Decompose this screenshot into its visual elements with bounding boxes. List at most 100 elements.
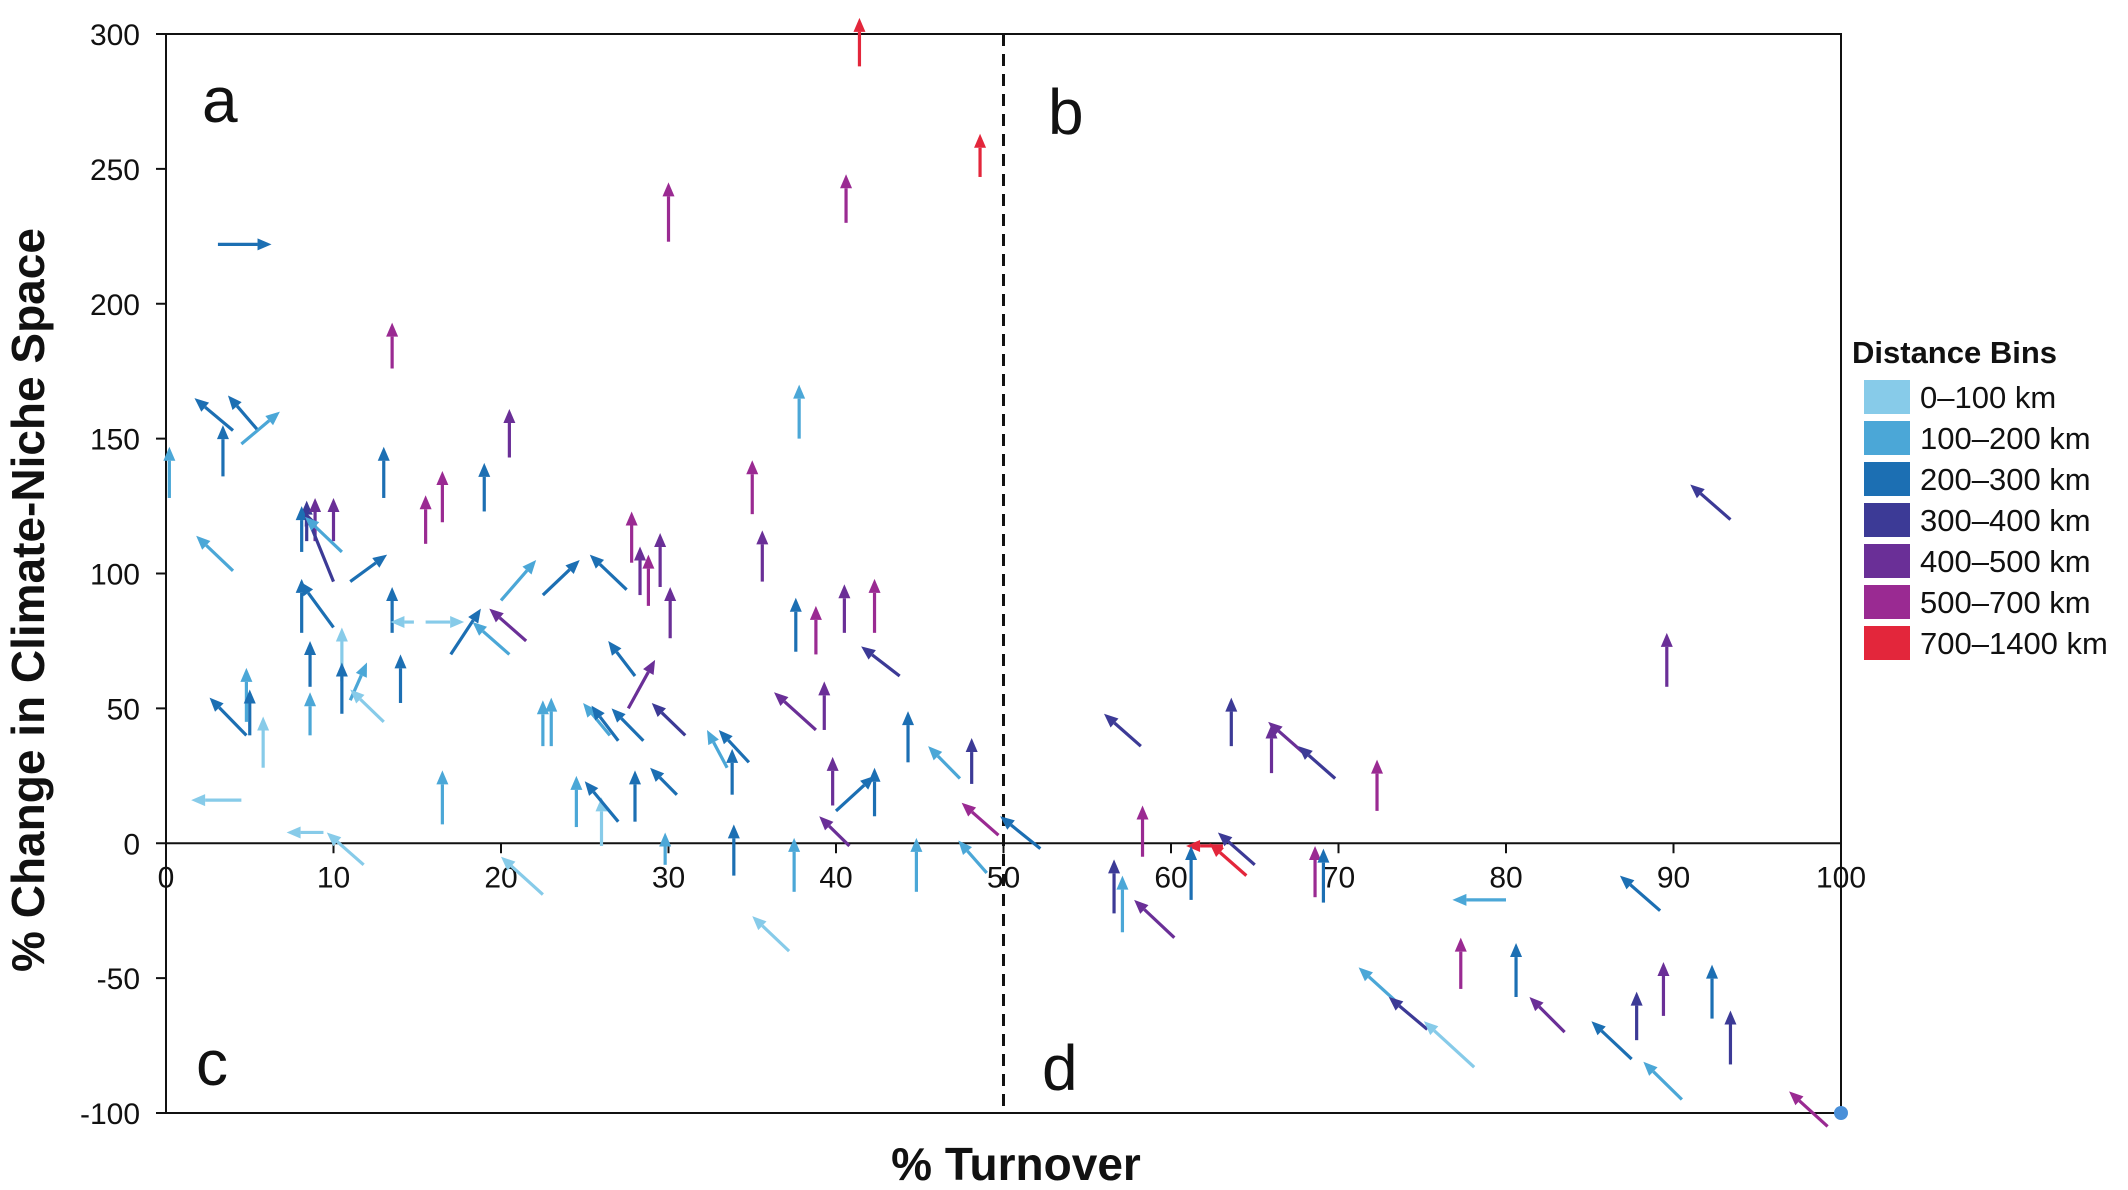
x-tick-label: 0 bbox=[158, 861, 175, 894]
arrow-mark bbox=[1136, 805, 1149, 857]
arrow-mark bbox=[304, 692, 317, 736]
axis-lines bbox=[166, 34, 1841, 1113]
arrow-mark bbox=[910, 837, 923, 892]
arrow-mark bbox=[928, 746, 962, 780]
y-tick-label: 50 bbox=[107, 693, 140, 726]
x-tick-label: 50 bbox=[987, 861, 1020, 894]
arrow-mark bbox=[295, 506, 308, 552]
arrow-mark bbox=[305, 516, 343, 554]
x-tick-label: 60 bbox=[1154, 861, 1187, 894]
arrow-mark bbox=[1388, 997, 1429, 1031]
arrow-mark bbox=[194, 398, 235, 432]
x-tick-label: 40 bbox=[819, 861, 852, 894]
arrow-mark bbox=[611, 708, 645, 742]
arrow-mark bbox=[659, 832, 672, 865]
legend-title: Distance Bins bbox=[1852, 335, 2057, 370]
arrow-mark bbox=[436, 470, 449, 523]
arrow-mark bbox=[902, 711, 915, 763]
arrow-mark bbox=[1358, 967, 1399, 1004]
arrow-mark bbox=[304, 640, 317, 687]
arrow-mark bbox=[626, 659, 656, 710]
arrow-mark bbox=[625, 511, 638, 563]
arrow-mark bbox=[1371, 759, 1384, 811]
arrow-mark bbox=[591, 705, 620, 742]
y-tick-label: 250 bbox=[90, 154, 140, 187]
arrow-mark bbox=[1104, 713, 1142, 748]
arrow-mark bbox=[718, 729, 751, 764]
arrow-mark bbox=[1108, 859, 1121, 914]
arrow-mark bbox=[1317, 848, 1330, 903]
y-tick-label: 0 bbox=[123, 828, 140, 861]
arrow-mark bbox=[826, 756, 839, 806]
arrow-mark bbox=[1209, 843, 1248, 877]
arrow-mark bbox=[335, 662, 348, 714]
arrow-mark bbox=[300, 581, 335, 629]
arrow-mark bbox=[818, 681, 831, 730]
x-tick-label: 100 bbox=[1816, 861, 1866, 894]
arrow-mark bbox=[1000, 816, 1042, 850]
arrow-mark bbox=[584, 781, 620, 823]
arrow-mark bbox=[196, 535, 235, 572]
arrow-mark bbox=[1452, 893, 1506, 906]
y-tick-label: -50 bbox=[97, 963, 140, 996]
arrow-mark bbox=[608, 640, 637, 677]
quadrant-label-c: c bbox=[196, 1027, 228, 1099]
arrow-mark bbox=[642, 554, 655, 606]
legend-item-label: 0–100 km bbox=[1920, 380, 2056, 415]
arrow-mark bbox=[327, 497, 340, 542]
arrow-mark bbox=[1225, 697, 1238, 747]
arrow-mark bbox=[1591, 1021, 1633, 1061]
arrow-mark bbox=[1185, 845, 1198, 900]
legend-swatch bbox=[1864, 380, 1910, 414]
arrow-mark bbox=[662, 182, 675, 242]
x-tick-label: 70 bbox=[1322, 861, 1355, 894]
legend-swatch bbox=[1864, 503, 1910, 537]
point-mark bbox=[1834, 1106, 1848, 1120]
legend-item-label: 200–300 km bbox=[1920, 462, 2091, 497]
arrow-mark bbox=[478, 462, 491, 512]
arrow-mark bbox=[809, 605, 822, 655]
y-tick-label: 300 bbox=[90, 19, 140, 52]
arrow-mark bbox=[589, 554, 628, 591]
arrow-mark bbox=[436, 770, 449, 825]
arrow-mark bbox=[1309, 845, 1322, 898]
arrow-mark bbox=[726, 748, 739, 795]
arrow-mark bbox=[727, 824, 740, 876]
legend-swatch bbox=[1864, 544, 1910, 578]
arrow-mark bbox=[425, 616, 465, 629]
y-axis-title: % Change in Climate-Niche Space bbox=[2, 228, 54, 972]
arrow-mark bbox=[838, 584, 851, 633]
x-tick-label: 80 bbox=[1489, 861, 1522, 894]
arrow-mark bbox=[961, 802, 1000, 837]
legend-swatch bbox=[1864, 421, 1910, 455]
arrow-mark bbox=[286, 826, 324, 839]
quadrant-label-a: a bbox=[202, 64, 238, 136]
arrow-mark bbox=[240, 411, 280, 446]
legend-item-label: 700–1400 km bbox=[1920, 626, 2108, 661]
arrow-mark bbox=[545, 697, 558, 747]
arrow-mark bbox=[788, 837, 801, 892]
legend-item-label: 500–700 km bbox=[1920, 585, 2091, 620]
y-axis-ticks: 300 250 200 150 100 50 0 -50 -100 bbox=[80, 19, 166, 1131]
arrow-mark bbox=[541, 560, 580, 597]
arrow-mark bbox=[1217, 832, 1256, 867]
arrow-mark bbox=[746, 460, 759, 515]
quadrant-label-b: b bbox=[1048, 76, 1084, 148]
point-marks bbox=[1834, 1106, 1848, 1120]
arrow-mark bbox=[536, 700, 549, 747]
arrow-mark bbox=[1510, 943, 1523, 998]
arrow-mark bbox=[1643, 1061, 1683, 1101]
arrow-mark bbox=[348, 662, 367, 701]
x-axis-ticks: 0 10 20 30 40 50 60 70 80 90 100 bbox=[158, 843, 1866, 894]
arrow-mark bbox=[1706, 964, 1719, 1019]
legend-item-label: 100–200 km bbox=[1920, 421, 2091, 456]
arrow-mark bbox=[868, 578, 881, 633]
arrow-mark bbox=[489, 608, 528, 643]
arrow-mark bbox=[209, 697, 248, 737]
x-axis-title: % Turnover bbox=[891, 1138, 1141, 1190]
arrow-mark bbox=[191, 794, 242, 807]
arrow-mark bbox=[570, 775, 583, 828]
arrow-mark bbox=[386, 586, 399, 633]
legend-swatch bbox=[1864, 585, 1910, 619]
arrow-mark bbox=[419, 495, 432, 544]
